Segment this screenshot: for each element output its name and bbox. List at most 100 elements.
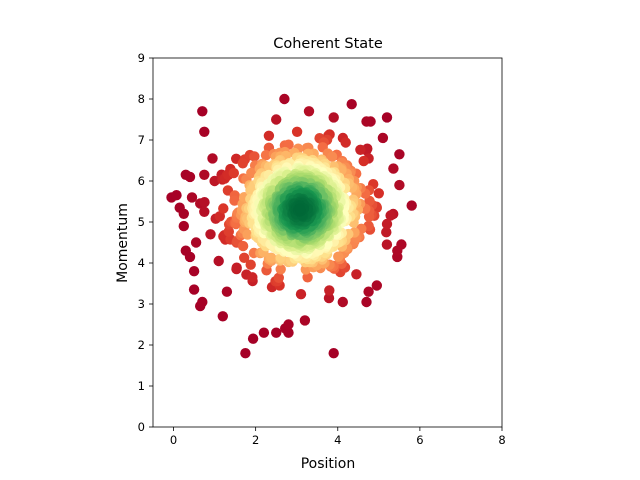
y-tick-label: 6 bbox=[138, 174, 145, 188]
data-point bbox=[271, 327, 282, 338]
x-tick-label: 0 bbox=[170, 433, 177, 447]
data-point bbox=[258, 327, 270, 338]
data-point bbox=[199, 126, 210, 137]
data-point bbox=[199, 206, 210, 217]
data-point bbox=[188, 284, 200, 295]
data-point bbox=[213, 255, 224, 267]
y-tick-label: 5 bbox=[138, 215, 145, 229]
y-axis-ticks: 0 1 2 3 4 5 6 7 8 9 bbox=[138, 51, 153, 434]
data-point bbox=[394, 179, 405, 191]
y-tick-label: 8 bbox=[138, 92, 145, 106]
x-axis-ticks: 0 2 4 6 8 bbox=[170, 427, 506, 447]
data-point bbox=[263, 130, 275, 141]
data-point bbox=[186, 192, 198, 203]
data-point bbox=[381, 112, 393, 123]
data-point bbox=[358, 155, 369, 167]
y-tick-label: 9 bbox=[138, 51, 145, 65]
data-point bbox=[394, 149, 405, 160]
data-point bbox=[299, 315, 311, 326]
data-point bbox=[190, 237, 202, 248]
data-point bbox=[188, 266, 200, 277]
data-point bbox=[337, 296, 348, 308]
data-point bbox=[178, 208, 189, 219]
data-point bbox=[381, 227, 392, 238]
plot-frame bbox=[152, 57, 503, 428]
x-axis-label: Position bbox=[301, 456, 356, 472]
y-tick-label: 7 bbox=[138, 133, 145, 147]
data-point bbox=[228, 167, 239, 179]
data-point bbox=[371, 280, 382, 291]
data-point bbox=[197, 106, 208, 117]
data-point bbox=[207, 153, 218, 164]
data-point bbox=[178, 220, 189, 232]
data-point bbox=[247, 272, 258, 283]
data-point bbox=[346, 99, 357, 110]
data-points bbox=[166, 93, 417, 359]
data-point bbox=[214, 211, 225, 222]
data-point bbox=[373, 188, 384, 199]
data-point bbox=[328, 348, 339, 359]
y-tick-label: 0 bbox=[138, 420, 145, 434]
data-point bbox=[295, 289, 307, 300]
data-point bbox=[283, 319, 294, 330]
data-point bbox=[363, 286, 374, 297]
data-point bbox=[205, 229, 216, 240]
data-point bbox=[184, 251, 196, 263]
data-point bbox=[392, 245, 403, 256]
data-point bbox=[271, 114, 282, 125]
data-point bbox=[221, 286, 233, 297]
y-tick-label: 2 bbox=[138, 338, 145, 352]
data-point bbox=[218, 203, 229, 214]
data-point bbox=[355, 144, 366, 155]
y-tick-label: 3 bbox=[138, 297, 145, 311]
data-point bbox=[209, 175, 220, 187]
x-tick-label: 2 bbox=[252, 433, 259, 447]
data-point bbox=[302, 272, 313, 283]
data-point bbox=[361, 296, 372, 308]
chart-title: Coherent State bbox=[273, 36, 383, 52]
data-point bbox=[388, 163, 399, 174]
data-point bbox=[184, 171, 196, 183]
data-point bbox=[328, 112, 339, 123]
data-point bbox=[237, 240, 249, 252]
data-point bbox=[303, 106, 315, 117]
data-point bbox=[340, 137, 351, 148]
data-point bbox=[333, 251, 344, 262]
data-point bbox=[381, 239, 393, 250]
data-point bbox=[249, 151, 260, 162]
data-point bbox=[242, 229, 253, 240]
data-point bbox=[171, 190, 182, 201]
data-point bbox=[240, 348, 251, 359]
data-point bbox=[406, 200, 417, 211]
data-point bbox=[291, 126, 303, 137]
data-point bbox=[377, 132, 389, 144]
data-point bbox=[246, 167, 257, 179]
data-point bbox=[275, 264, 286, 275]
y-tick-label: 4 bbox=[138, 256, 145, 270]
x-tick-label: 6 bbox=[416, 433, 423, 447]
y-tick-label: 1 bbox=[138, 379, 145, 393]
data-point bbox=[361, 116, 372, 127]
data-point bbox=[351, 269, 362, 280]
data-point bbox=[323, 292, 335, 304]
data-point bbox=[245, 259, 256, 270]
data-point bbox=[239, 252, 250, 263]
data-point bbox=[231, 262, 242, 273]
data-point bbox=[247, 333, 259, 344]
data-point bbox=[199, 197, 210, 208]
data-point bbox=[324, 285, 335, 296]
data-point bbox=[199, 169, 210, 180]
data-point bbox=[217, 311, 228, 322]
x-tick-label: 4 bbox=[334, 433, 341, 447]
data-point bbox=[385, 210, 396, 221]
y-axis-label: Momentum bbox=[115, 203, 131, 283]
data-point bbox=[237, 158, 248, 169]
data-point bbox=[260, 150, 272, 161]
x-tick-label: 8 bbox=[498, 433, 505, 447]
data-point bbox=[273, 272, 284, 283]
data-point bbox=[266, 252, 277, 263]
data-point bbox=[197, 296, 208, 308]
data-point bbox=[381, 218, 393, 230]
data-point bbox=[229, 195, 240, 206]
